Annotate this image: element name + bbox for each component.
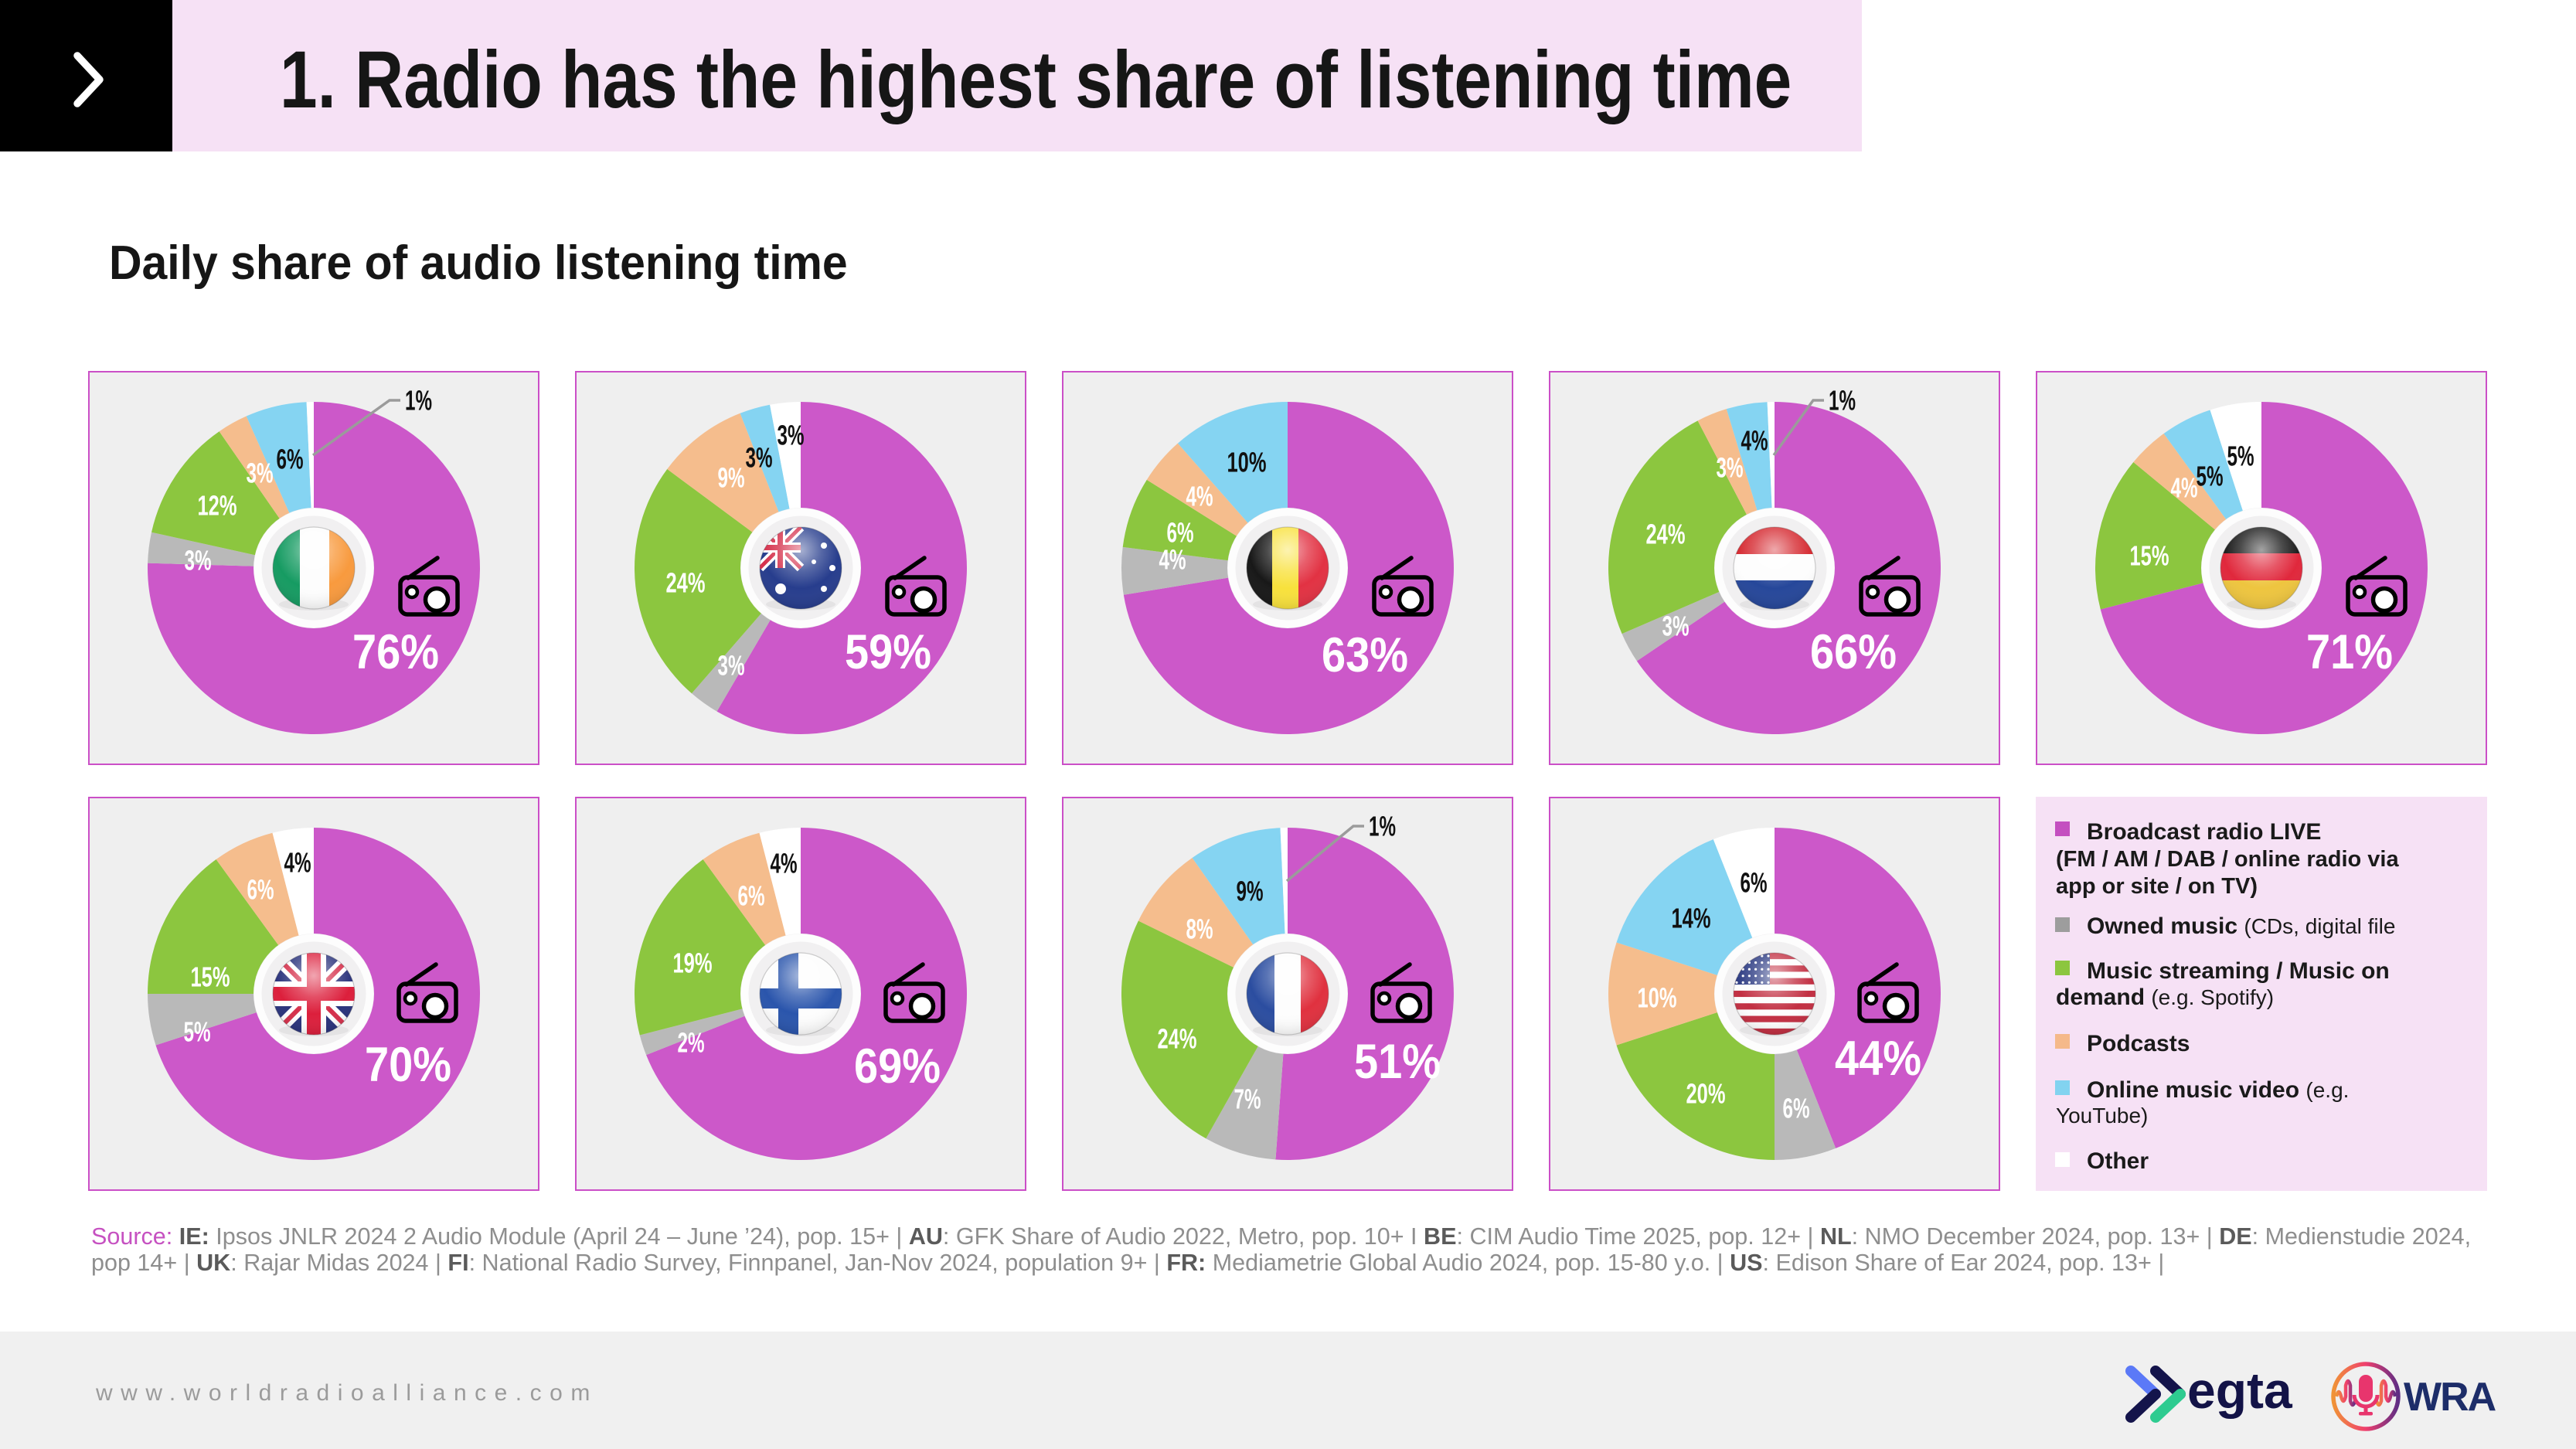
svg-text:59%: 59% — [845, 625, 931, 679]
svg-text:4%: 4% — [284, 847, 311, 879]
svg-text:63%: 63% — [1322, 628, 1408, 682]
svg-text:3%: 3% — [718, 650, 745, 682]
svg-text:4%: 4% — [1159, 544, 1186, 576]
svg-text:6%: 6% — [1783, 1093, 1810, 1124]
svg-text:2%: 2% — [678, 1027, 705, 1059]
svg-text:6%: 6% — [1741, 867, 1768, 899]
svg-text:71%: 71% — [2306, 625, 2393, 679]
svg-text:66%: 66% — [1810, 625, 1897, 679]
svg-text:3%: 3% — [1662, 611, 1690, 642]
svg-text:3%: 3% — [1717, 452, 1744, 484]
svg-text:10%: 10% — [1638, 982, 1677, 1014]
svg-text:3%: 3% — [185, 545, 212, 577]
svg-text:44%: 44% — [1835, 1032, 1921, 1086]
svg-text:51%: 51% — [1354, 1035, 1441, 1089]
svg-text:15%: 15% — [191, 961, 230, 993]
svg-text:8%: 8% — [1186, 913, 1213, 945]
svg-text:4%: 4% — [771, 848, 798, 879]
svg-text:WRA: WRA — [2404, 1375, 2496, 1420]
svg-text:3%: 3% — [746, 442, 773, 474]
svg-text:12%: 12% — [198, 490, 237, 522]
svg-text:4%: 4% — [1741, 425, 1768, 457]
svg-text:9%: 9% — [1237, 876, 1264, 907]
svg-text:24%: 24% — [1646, 519, 1686, 550]
svg-text:9%: 9% — [718, 462, 745, 494]
svg-text:15%: 15% — [2130, 540, 2169, 572]
svg-text:egta: egta — [2187, 1362, 2293, 1419]
svg-text:6%: 6% — [247, 874, 274, 906]
svg-text:24%: 24% — [1158, 1023, 1197, 1055]
svg-text:3%: 3% — [778, 420, 805, 451]
svg-text:3%: 3% — [247, 457, 274, 489]
svg-text:4%: 4% — [2171, 472, 2198, 504]
svg-text:76%: 76% — [352, 625, 439, 679]
svg-text:6%: 6% — [277, 444, 304, 475]
svg-text:14%: 14% — [1672, 903, 1711, 934]
svg-text:5%: 5% — [184, 1016, 211, 1048]
svg-text:6%: 6% — [738, 880, 765, 912]
svg-text:1%: 1% — [1369, 811, 1396, 842]
svg-text:4%: 4% — [1186, 481, 1213, 512]
svg-text:19%: 19% — [673, 947, 713, 979]
svg-text:10%: 10% — [1227, 447, 1267, 478]
svg-text:20%: 20% — [1686, 1078, 1726, 1110]
svg-text:6%: 6% — [1167, 517, 1194, 549]
svg-text:24%: 24% — [666, 567, 706, 599]
svg-text:5%: 5% — [2227, 440, 2254, 472]
svg-text:70%: 70% — [365, 1038, 451, 1092]
svg-text:7%: 7% — [1234, 1083, 1261, 1115]
svg-text:69%: 69% — [854, 1039, 941, 1094]
svg-text:1%: 1% — [1829, 385, 1856, 417]
svg-text:5%: 5% — [2197, 461, 2224, 492]
svg-text:1%: 1% — [405, 385, 432, 417]
